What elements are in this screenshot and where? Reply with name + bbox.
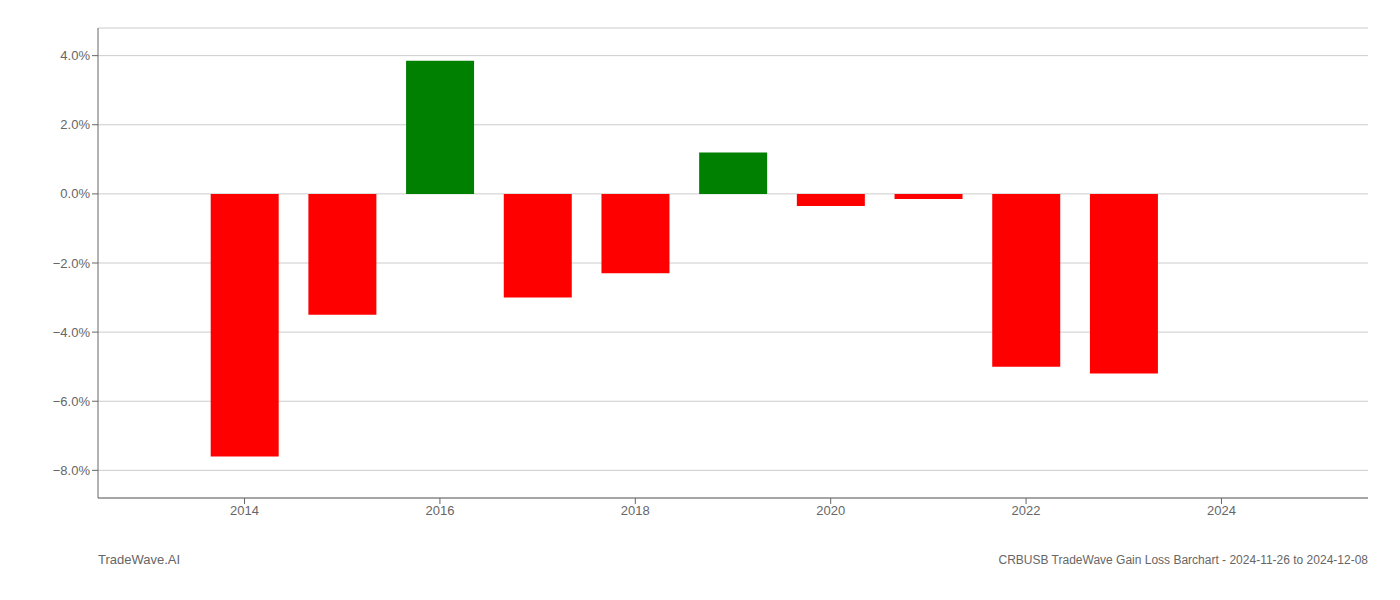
- svg-text:2.0%: 2.0%: [60, 117, 90, 132]
- svg-text:4.0%: 4.0%: [60, 48, 90, 63]
- svg-text:2014: 2014: [230, 503, 259, 518]
- svg-text:2022: 2022: [1012, 503, 1041, 518]
- svg-text:2024: 2024: [1207, 503, 1236, 518]
- svg-text:2016: 2016: [425, 503, 454, 518]
- svg-text:0.0%: 0.0%: [60, 186, 90, 201]
- svg-text:−8.0%: −8.0%: [53, 463, 91, 478]
- svg-text:2020: 2020: [816, 503, 845, 518]
- html-text:TradeWave.AI: TradeWave.AI: [98, 552, 181, 567]
- svg-text:−2.0%: −2.0%: [53, 256, 91, 271]
- svg-text:2018: 2018: [621, 503, 650, 518]
- svg-text:−4.0%: −4.0%: [53, 325, 91, 340]
- html-text:CRBUSB TradeWave Gain Loss Bar: CRBUSB TradeWave Gain Loss Barchart - 20…: [998, 553, 1368, 567]
- svg-text:−6.0%: −6.0%: [53, 394, 91, 409]
